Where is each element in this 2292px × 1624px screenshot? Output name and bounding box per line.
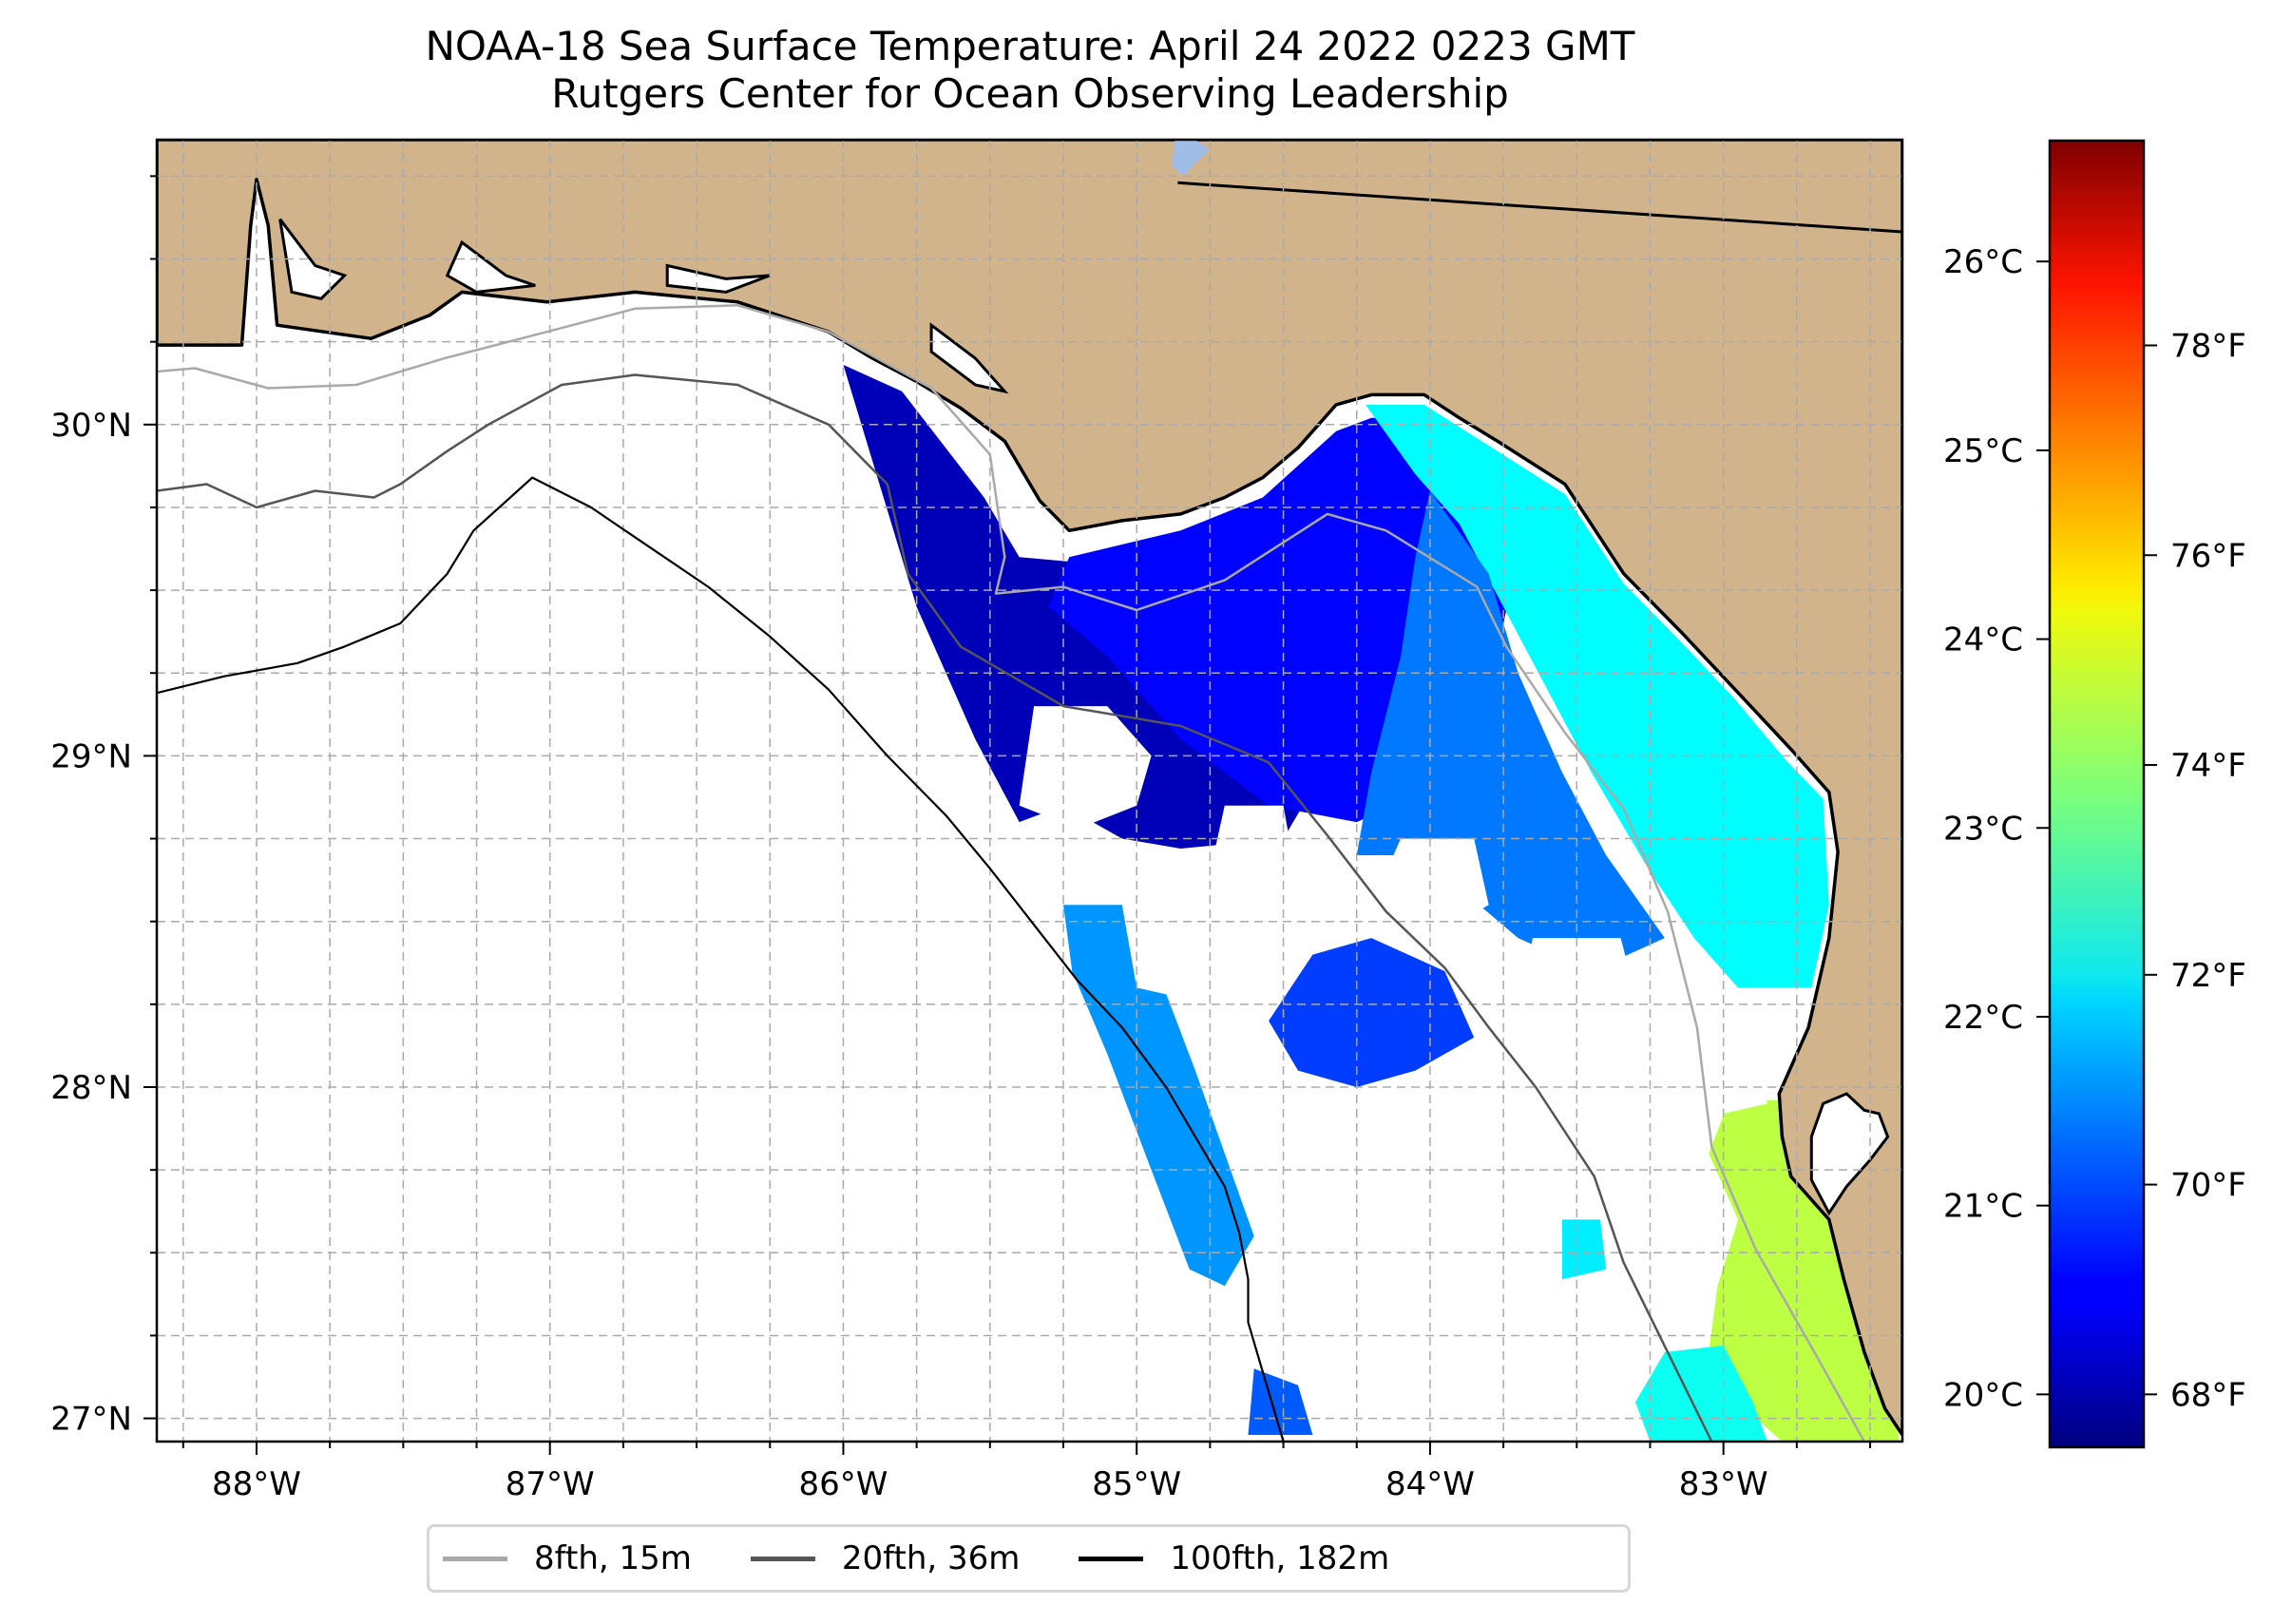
- bay-inlet: [665, 263, 771, 294]
- legend-item-20fth: 20fth, 36m: [750, 1539, 1021, 1577]
- x-tick-label: 86°W: [799, 1465, 888, 1503]
- sst-region-patch-83-6-cyan: [1561, 1219, 1607, 1280]
- x-tick-label: 85°W: [1092, 1465, 1181, 1503]
- y-tick-label: 30°N: [50, 407, 132, 445]
- legend-label-100fth: 100fth, 182m: [1170, 1539, 1390, 1577]
- contour-100fth-line: [157, 476, 1285, 1442]
- land-layer: [157, 140, 1902, 1437]
- bay-inlet: [278, 218, 348, 300]
- no-data-gap: [1019, 706, 1152, 830]
- map-axes: 88°W 87°W 86°W 85°W 84°W 83°W 27°N 28°N 29°N 30°N: [50, 175, 1872, 1503]
- legend-label-8fth: 8fth, 15m: [534, 1539, 692, 1577]
- sst-region-tampa-offshore-warm: [1709, 1099, 1900, 1442]
- map-layer: [157, 140, 1902, 1442]
- no-data-gap: [1518, 938, 1635, 1022]
- legend-swatch-8fth: [443, 1556, 507, 1561]
- x-tick-label: 88°W: [212, 1465, 301, 1503]
- legend-swatch-20fth: [750, 1556, 815, 1561]
- colorbar-ticks: 20°C 21°C 22°C 23°C 24°C 25°C 26°C 68°F 70°F 72°F…: [1943, 243, 2246, 1414]
- no-data-gap: [1121, 905, 1270, 1004]
- contour-8fth-line: [157, 304, 1865, 1442]
- x-tick-label: 83°W: [1679, 1465, 1768, 1503]
- sst-region-patch-south-blue: [1248, 1368, 1313, 1435]
- colorbar-celsius-label: 24°C: [1943, 621, 2023, 659]
- chart-title: NOAA-18 Sea Surface Temperature: April 2…: [425, 23, 1635, 69]
- sst-region-southern-patch-cyan: [1635, 1345, 1767, 1442]
- sst-layer: [843, 365, 1900, 1442]
- sst-region-coastal-band-warm: [1366, 404, 1829, 988]
- colorbar-celsius-label: 21°C: [1943, 1188, 2023, 1226]
- colorbar-celsius-label: 26°C: [1943, 243, 2023, 281]
- colorbar: [2048, 139, 2146, 1449]
- colorbar-fahrenheit-label: 74°F: [2170, 747, 2246, 785]
- colorbar-fahrenheit-label: 76°F: [2170, 537, 2246, 575]
- colorbar-fahrenheit-label: 78°F: [2170, 327, 2246, 365]
- bay-inlet: [445, 239, 536, 294]
- legend-label-20fth: 20fth, 36m: [841, 1539, 1021, 1577]
- legend-item-100fth: 100fth, 182m: [1079, 1539, 1389, 1577]
- land-mass: [157, 140, 1902, 1437]
- chart-subtitle: Rutgers Center for Ocean Observing Leade…: [551, 70, 1509, 117]
- colorbar-celsius-label: 23°C: [1943, 810, 2023, 848]
- x-tick-label: 84°W: [1385, 1465, 1475, 1503]
- colorbar-fahrenheit-label: 68°F: [2170, 1376, 2246, 1414]
- map-frame: [155, 138, 1904, 1443]
- contour-20fth-line: [157, 373, 1713, 1442]
- state-border: [1177, 181, 1902, 234]
- y-tick-label: 29°N: [50, 737, 132, 775]
- sst-region-central-patch-blue: [1269, 938, 1475, 1087]
- sst-region-western-strip-south: [1063, 905, 1254, 1287]
- depth-contours: [157, 304, 1865, 1442]
- colorbar-fahrenheit-label: 72°F: [2170, 957, 2246, 995]
- colorbar-fahrenheit-label: 70°F: [2170, 1167, 2246, 1205]
- gridlines: [157, 140, 1902, 1442]
- lake-seminole: [1172, 140, 1211, 177]
- y-tick-label: 27°N: [50, 1401, 132, 1439]
- colorbar-celsius-label: 20°C: [1943, 1376, 2023, 1414]
- no-data-gap: [1210, 805, 1298, 906]
- y-tick-label: 28°N: [50, 1069, 132, 1107]
- colorbar-celsius-label: 22°C: [1943, 999, 2023, 1037]
- x-tick-label: 87°W: [506, 1465, 595, 1503]
- legend-item-8fth: 8fth, 15m: [443, 1539, 692, 1577]
- colorbar-celsius-label: 25°C: [1943, 432, 2023, 470]
- legend-swatch-100fth: [1079, 1556, 1144, 1561]
- legend: 8fth, 15m 20fth, 36m 100fth, 182m: [427, 1524, 1631, 1593]
